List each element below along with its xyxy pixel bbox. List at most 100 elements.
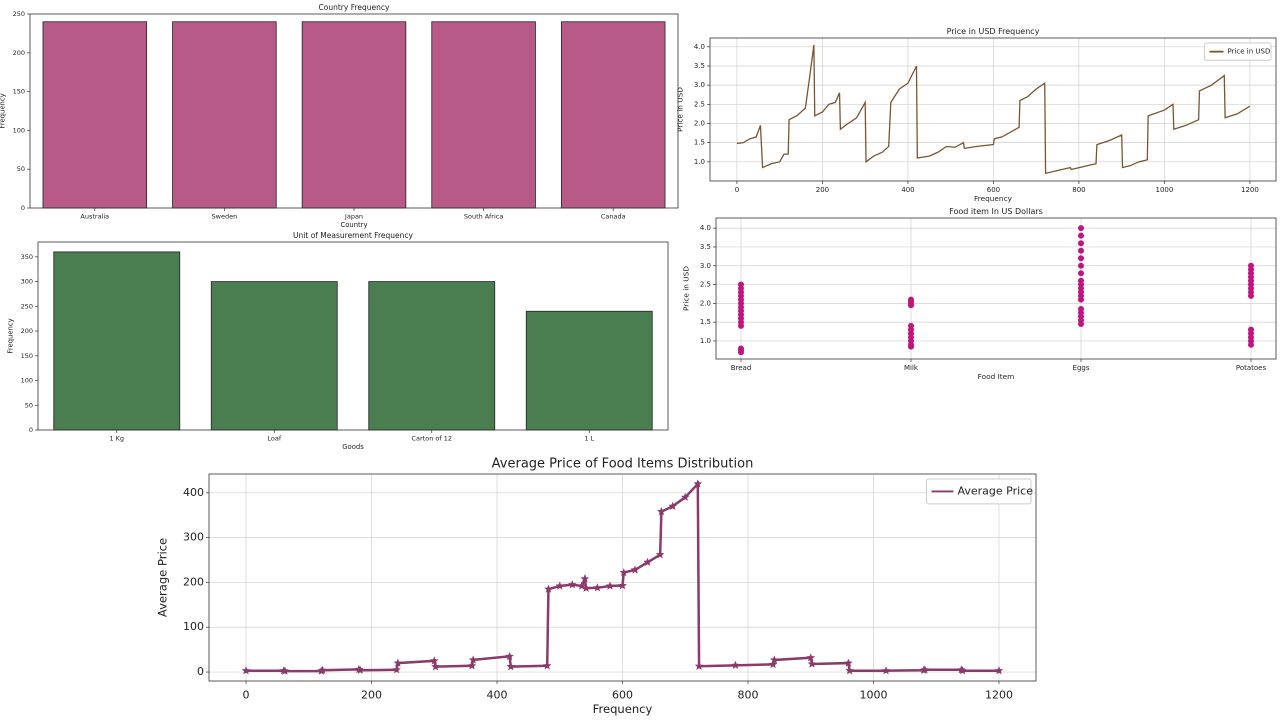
- point: [738, 345, 744, 352]
- y-tick-label: 2.0: [694, 119, 705, 127]
- marker: [958, 666, 967, 675]
- legend-label: Average Price: [958, 484, 1034, 497]
- point: [1078, 225, 1084, 232]
- x-axis-label: Country: [340, 221, 367, 229]
- chart: Unit of Measurement Frequency Goods Freque…: [7, 231, 669, 451]
- x-tick-label: 400: [487, 688, 508, 701]
- chart: Country Frequency Country Frequency 0 50 100 1…: [0, 3, 679, 229]
- marker: [318, 665, 327, 674]
- y-tick-label: 4.0: [694, 43, 705, 51]
- x-tick-label: 0: [735, 186, 739, 194]
- point: [908, 296, 914, 303]
- x-tick-label: Carton of 12: [411, 434, 452, 442]
- marker: [618, 581, 627, 590]
- point: [1248, 326, 1254, 333]
- marker: [694, 661, 704, 670]
- legend-box: [926, 478, 1032, 505]
- y-tick-label: 1.0: [700, 337, 711, 345]
- bar: [301, 21, 407, 209]
- y-tick-label: 50: [25, 401, 33, 409]
- bar: [368, 281, 496, 431]
- y-tick-label: 3.5: [700, 243, 711, 251]
- marker: [467, 661, 477, 670]
- x-tick-label: Sweden: [212, 212, 238, 220]
- x-tick-label: 1000: [1156, 186, 1174, 194]
- marker: [994, 666, 1004, 675]
- point: [1078, 277, 1084, 284]
- marker: [393, 658, 403, 667]
- marker: [845, 666, 854, 675]
- y-tick-label: 50: [17, 165, 25, 173]
- point: [1078, 255, 1084, 262]
- marker: [505, 651, 514, 660]
- marker: [731, 660, 740, 669]
- x-tick-label: 600: [612, 688, 633, 701]
- x-axis-label: Frequency: [974, 194, 1013, 203]
- x-tick-label: 200: [816, 186, 829, 194]
- x-tick-label: Japan: [344, 212, 363, 220]
- bar: [53, 251, 181, 431]
- chart-title: Unit of Measurement Frequency: [293, 231, 413, 240]
- y-tick-label: 0: [29, 426, 33, 434]
- plot-frame: [208, 473, 1037, 682]
- y-axis-label: Price in USD: [682, 266, 691, 311]
- legend-box: [1204, 42, 1272, 61]
- plot-frame: [715, 217, 1277, 360]
- bar: [560, 21, 666, 209]
- marker: [881, 666, 891, 675]
- marker: [431, 662, 440, 671]
- marker: [355, 665, 365, 674]
- y-tick-label: 400: [183, 486, 204, 499]
- marker: [655, 550, 665, 559]
- marker: [580, 574, 590, 583]
- marker: [241, 666, 251, 675]
- marker: [544, 584, 553, 593]
- marker: [542, 661, 552, 670]
- y-tick-label: 100: [183, 620, 204, 633]
- x-tick-label: 200: [361, 688, 382, 701]
- plot-frame: [29, 13, 679, 209]
- bar: [525, 310, 653, 431]
- marker: [555, 581, 564, 590]
- y-tick-label: 0: [197, 665, 204, 678]
- marker: [844, 658, 853, 667]
- x-tick-label: 1200: [1241, 186, 1259, 194]
- y-axis-label: Frequency: [7, 318, 15, 353]
- y-tick-label: 100: [21, 377, 33, 385]
- line: [736, 44, 1251, 175]
- x-tick-label: 600: [987, 186, 1000, 194]
- y-tick-label: 100: [13, 126, 25, 134]
- y-tick-label: 2.5: [694, 100, 705, 108]
- y-tick-label: 1.5: [700, 318, 711, 326]
- y-tick-label: 200: [13, 49, 25, 57]
- marker: [581, 583, 591, 592]
- point: [738, 281, 744, 288]
- y-tick-label: 3.0: [700, 262, 711, 270]
- chart-title: Average Price of Food Items Distribution: [492, 457, 754, 472]
- marker: [807, 659, 817, 668]
- marker: [657, 507, 666, 516]
- marker: [806, 653, 815, 662]
- y-tick-label: 350: [21, 253, 33, 261]
- marker: [605, 581, 615, 590]
- y-tick-label: 250: [21, 302, 33, 310]
- y-tick-label: 150: [13, 88, 25, 96]
- marker: [593, 583, 602, 592]
- y-tick-label: 1.5: [694, 139, 705, 147]
- x-tick-label: Milk: [904, 364, 919, 372]
- marker: [920, 665, 930, 674]
- x-tick-label: South Africa: [464, 212, 504, 220]
- x-tick-label: 1 Kg: [109, 434, 124, 442]
- x-tick-label: 400: [901, 186, 914, 194]
- x-tick-label: Bread: [731, 364, 752, 372]
- plot-frame: [37, 241, 669, 431]
- chart: Average Price of Food Items Distribution…: [155, 457, 1037, 716]
- point: [1248, 262, 1254, 269]
- x-tick-label: 800: [1072, 186, 1085, 194]
- x-tick-label: 1000: [859, 688, 887, 701]
- y-tick-label: 4.0: [700, 224, 711, 232]
- plot-frame: [709, 37, 1277, 182]
- bar: [42, 21, 148, 209]
- chart-title: Price in USD Frequency: [947, 27, 1040, 36]
